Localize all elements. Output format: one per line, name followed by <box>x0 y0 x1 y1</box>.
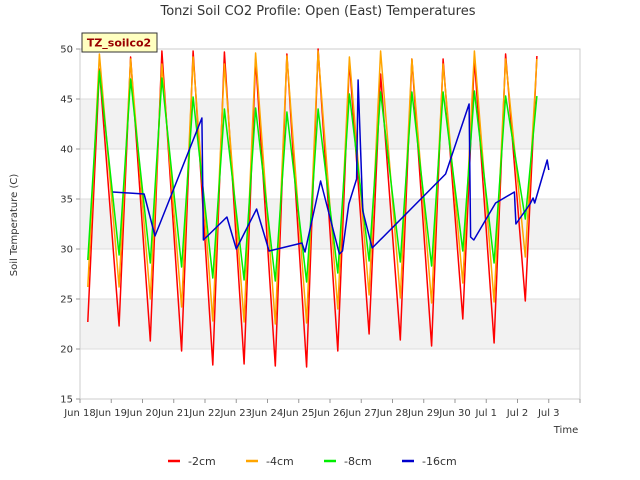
y-tick-label: 45 <box>60 95 73 106</box>
x-tick-label: Jun 19 <box>94 408 127 419</box>
x-tick-label: Jun 22 <box>188 408 221 419</box>
legend-label: -16cm <box>422 455 457 468</box>
y-tick-label: 30 <box>60 245 73 256</box>
y-axis: 15 20 25 30 35 40 45 50 <box>60 45 80 406</box>
x-tick-label: Jul 1 <box>474 408 497 419</box>
x-tick-label: Jun 28 <box>376 408 409 419</box>
y-tick-label: 40 <box>60 145 73 156</box>
x-tick-label: Jul 2 <box>506 408 529 419</box>
y-tick-label: 35 <box>60 195 73 206</box>
y-tick-label: 25 <box>60 295 73 306</box>
y-axis-title: Soil Temperature (C) <box>9 174 20 277</box>
legend: -2cm -4cm -8cm -16cm <box>168 455 457 468</box>
x-tick-label: Jun 20 <box>126 408 159 419</box>
x-tick-label: Jun 29 <box>407 408 440 419</box>
series-line-16cm <box>112 79 550 255</box>
x-axis: Jun 18 Jun 19 Jun 20 Jun 21 Jun 22 Jun 23 Jun … <box>63 399 581 419</box>
dataset-badge-label: TZ_soilco2 <box>87 37 151 50</box>
x-tick-label: Jul 3 <box>537 408 560 419</box>
legend-label: -4cm <box>266 455 294 468</box>
x-tick-label: Jun 23 <box>219 408 252 419</box>
y-tick-label: 20 <box>60 345 73 356</box>
x-axis-title: Time <box>553 425 578 436</box>
dataset-badge: TZ_soilco2 <box>81 32 158 53</box>
x-tick-label: Jun 27 <box>344 408 377 419</box>
y-tick-label: 50 <box>60 45 73 56</box>
x-tick-label: Jun 26 <box>313 408 346 419</box>
x-tick-label: Jun 30 <box>438 408 471 419</box>
x-tick-label: Jun 21 <box>157 408 190 419</box>
dataset-badge-box <box>81 32 158 53</box>
series-line-8cm <box>87 70 538 283</box>
series-layer <box>87 48 550 368</box>
x-tick-label: Jun 24 <box>251 408 284 419</box>
legend-label: -8cm <box>344 455 372 468</box>
grid-band <box>80 299 580 349</box>
x-tick-label: Jun 18 <box>63 408 96 419</box>
grid-band <box>80 99 580 149</box>
y-tick-label: 15 <box>60 395 73 406</box>
legend-label: -2cm <box>188 455 216 468</box>
chart-title: Tonzi Soil CO2 Profile: Open (East) Temp… <box>159 4 475 19</box>
x-tick-label: Jun 25 <box>282 408 315 419</box>
